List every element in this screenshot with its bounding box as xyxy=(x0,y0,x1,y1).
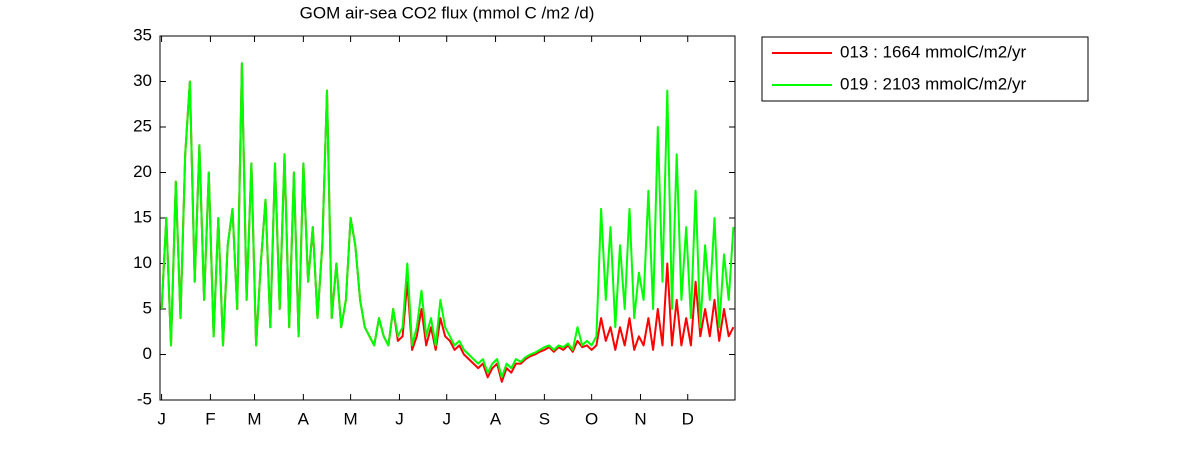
legend-label: 019 : 2103 mmolC/m2/yr xyxy=(840,74,1026,93)
x-tick-label: A xyxy=(298,409,310,428)
y-tick-label: 15 xyxy=(133,207,152,226)
x-tick-label: S xyxy=(539,409,550,428)
y-tick-label: -5 xyxy=(137,389,152,408)
x-tick-label: F xyxy=(205,409,215,428)
y-tick-label: 0 xyxy=(143,344,152,363)
y-tick-label: 25 xyxy=(133,116,152,135)
chart-title: GOM air-sea CO2 flux (mmol C /m2 /d) xyxy=(300,3,595,22)
x-tick-label: M xyxy=(344,409,358,428)
y-tick-label: 5 xyxy=(143,298,152,317)
y-tick-label: 10 xyxy=(133,253,152,272)
y-tick-label: 30 xyxy=(133,71,152,90)
legend-label: 013 : 1664 mmolC/m2/yr xyxy=(840,42,1026,61)
series-line xyxy=(160,62,735,379)
x-tick-label: N xyxy=(634,409,646,428)
x-tick-label: M xyxy=(247,409,261,428)
x-tick-label: D xyxy=(682,409,694,428)
x-tick-label: J xyxy=(157,409,166,428)
x-tick-label: J xyxy=(395,409,404,428)
legend-box xyxy=(761,36,1089,102)
y-tick-label: 20 xyxy=(133,162,152,181)
x-tick-label: J xyxy=(442,409,451,428)
x-tick-label: O xyxy=(585,409,598,428)
x-tick-label: A xyxy=(490,409,502,428)
y-tick-label: 35 xyxy=(133,25,152,44)
